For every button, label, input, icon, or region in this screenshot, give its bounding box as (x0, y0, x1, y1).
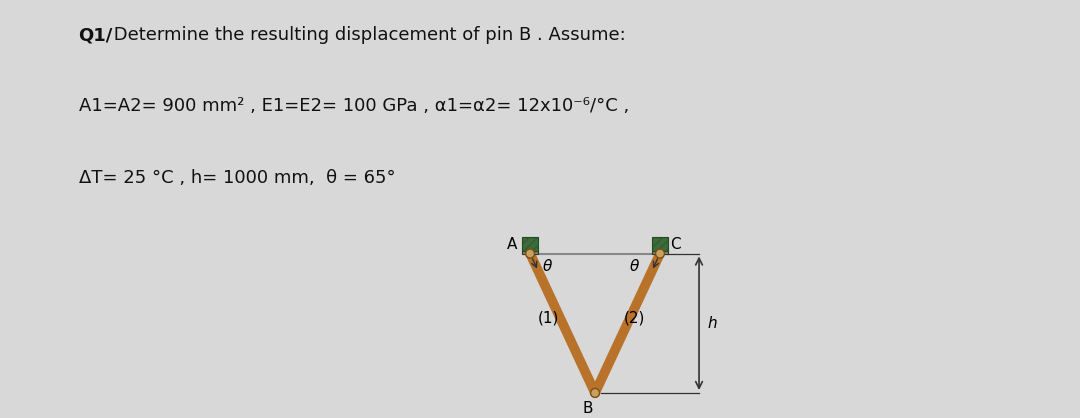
Text: $\theta$: $\theta$ (542, 258, 553, 274)
Text: B: B (583, 401, 593, 416)
Circle shape (526, 249, 535, 258)
Text: ΔT= 25 °C , h= 1000 mm,  θ = 65°: ΔT= 25 °C , h= 1000 mm, θ = 65° (79, 169, 395, 187)
Text: (2): (2) (624, 310, 645, 325)
Text: $\theta$: $\theta$ (630, 258, 640, 274)
Text: A1=A2= 900 mm² , E1=E2= 100 GPa , α1=α2= 12x10⁻⁶/°C ,: A1=A2= 900 mm² , E1=E2= 100 GPa , α1=α2=… (79, 97, 629, 115)
Bar (651, 250, 669, 254)
Bar (651, 237, 669, 250)
Circle shape (656, 249, 664, 258)
Bar (522, 250, 539, 254)
Bar (522, 237, 539, 250)
Text: A: A (508, 237, 517, 252)
Circle shape (591, 388, 599, 398)
Text: h: h (707, 316, 717, 331)
Bar (651, 237, 669, 250)
Text: C: C (670, 237, 680, 252)
Text: Determine the resulting displacement of pin B . Assume:: Determine the resulting displacement of … (108, 26, 625, 44)
Bar (522, 237, 539, 250)
Text: (1): (1) (538, 310, 559, 325)
Text: Q1/: Q1/ (79, 26, 113, 44)
